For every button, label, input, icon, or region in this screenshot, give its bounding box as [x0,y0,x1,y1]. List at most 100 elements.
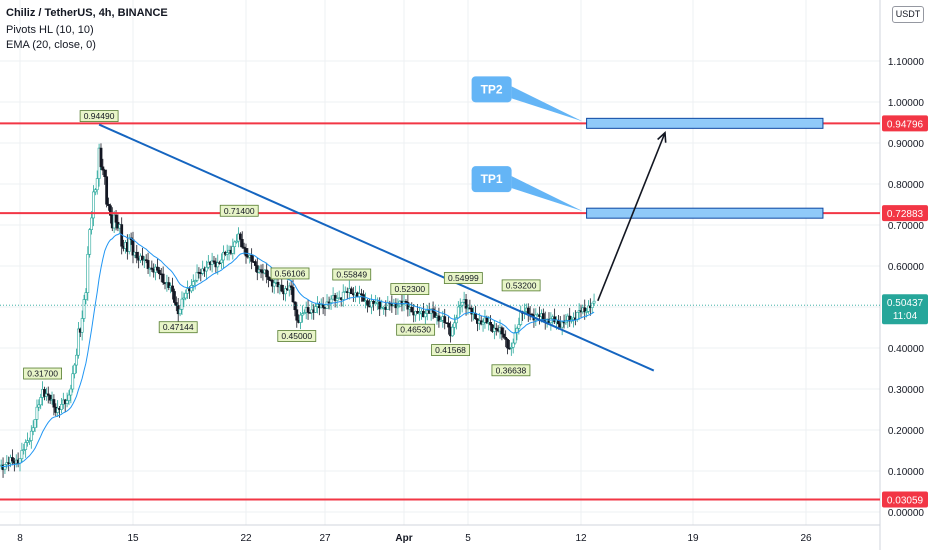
candle-body [396,306,400,309]
candle-body [341,291,345,300]
candle-body [28,440,31,442]
candle-body [374,302,378,305]
pivot-label-box[interactable] [23,367,63,380]
price-line-badge [882,491,928,508]
projection-arrow-shaft[interactable] [597,132,666,302]
candle-body [205,266,208,272]
pivot-label-box[interactable] [390,283,430,295]
candle-body [504,337,508,340]
callout-box[interactable] [471,166,512,193]
x-tick-label[interactable]: 27 [319,533,331,544]
pivot-label-box[interactable] [332,268,372,281]
pivots-indicator-label[interactable]: Pivots HL (10, 10) [6,24,94,36]
candle-body [418,312,421,315]
ema-indicator-label[interactable]: EMA (20, close, 0) [6,39,96,51]
candle-body [161,273,165,283]
current-price-value: 0.50437 [887,298,924,309]
pivot-label-box[interactable] [79,110,119,122]
pivot-label-box[interactable] [431,344,470,356]
candle-body [366,300,369,306]
candle-body [86,253,90,293]
x-tick-label[interactable]: 22 [240,533,252,544]
x-tick-label[interactable]: 5 [465,533,471,544]
callout-label-tp1: TP1 [481,172,503,186]
pivot-label: 0.46530 [400,325,431,335]
price-line-badge-label: 0.72883 [887,209,924,220]
candle-body [560,321,564,328]
target-zone-tp1[interactable] [586,207,824,219]
candle-body [109,205,112,216]
callout-box[interactable] [471,76,512,103]
x-tick-label[interactable]: 19 [687,533,699,544]
candle-body [301,313,304,316]
ema-line [1,232,595,468]
candle-body [530,313,534,316]
candle-body [101,166,105,171]
bar-countdown: 11:04 [893,311,918,322]
candle-body [259,269,263,273]
candle-body [526,307,530,315]
candle-body [406,302,410,310]
candle-body [451,326,454,337]
y-tick-label: 0.20000 [888,426,925,437]
candle-body [146,260,150,269]
y-tick-label: 1.10000 [888,57,925,68]
candle-body [335,298,339,301]
candle-body [291,287,295,303]
candle-body [500,327,504,335]
candle-body [370,300,373,308]
candle-body [80,318,84,333]
x-tick-label[interactable]: Apr [395,533,412,544]
pivot-label-box[interactable] [491,364,531,377]
candle-body [255,265,259,273]
pivot-label-box[interactable] [396,323,436,336]
x-tick-label[interactable]: 26 [800,533,812,544]
candle-body [171,285,174,292]
candle-body [362,294,365,302]
pivot-label: 0.36638 [496,365,527,375]
pivot-label-box[interactable] [277,330,317,342]
candle-body [295,309,299,321]
candle-body [287,285,291,291]
currency-badge[interactable]: USDT [892,6,924,23]
candle-body [289,285,293,288]
pivot-label-box[interactable] [219,204,259,217]
downtrend-line[interactable] [98,123,655,372]
pivot-label: 0.56106 [275,268,306,278]
candle-body [95,178,99,191]
y-tick-label: 1.00000 [888,98,925,109]
candle-body [67,394,71,401]
candle-body [92,191,95,219]
candle-body [39,397,43,406]
candle-body [167,282,171,288]
candle-body [568,315,572,322]
candle-body [60,404,63,410]
candle-body [99,147,103,168]
candle-body [195,271,199,281]
candle-body [489,322,493,326]
pivot-label-box[interactable] [443,272,483,284]
candle-body [372,300,376,304]
candle-body [150,267,154,270]
candle-body [293,301,297,311]
candle-body [93,189,97,193]
pivot-label-box[interactable] [270,267,310,280]
target-zone-tp2[interactable] [586,117,824,129]
x-tick-label[interactable]: 15 [127,533,139,544]
candle-body [404,301,408,303]
candle-body [33,419,37,429]
pivot-label: 0.41568 [435,345,466,355]
candle-body [218,262,222,264]
candle-body [37,404,41,408]
pivot-label-box[interactable] [501,279,541,292]
x-tick-label[interactable]: 8 [17,533,23,544]
y-tick-label: 0.30000 [888,385,925,396]
pivot-label: 0.52300 [394,284,425,294]
x-tick-label[interactable]: 12 [575,533,587,544]
candle-body [20,450,24,459]
candle-body [56,407,60,413]
candle-body [90,217,93,230]
pivot-label-box[interactable] [158,321,198,334]
candle-body [506,339,509,349]
